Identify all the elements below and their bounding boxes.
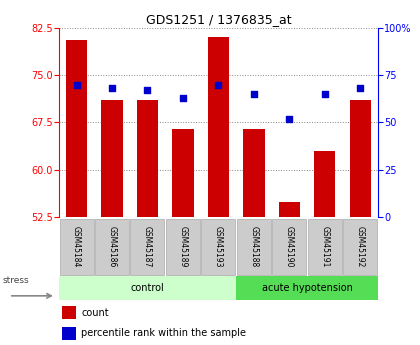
Point	[180, 95, 186, 100]
FancyBboxPatch shape	[237, 218, 271, 275]
FancyBboxPatch shape	[131, 218, 165, 275]
Point	[321, 91, 328, 97]
FancyBboxPatch shape	[59, 276, 236, 300]
FancyBboxPatch shape	[201, 218, 236, 275]
Text: GSM45188: GSM45188	[249, 226, 258, 267]
Point	[286, 116, 293, 121]
Point	[73, 82, 80, 87]
Bar	[279, 201, 300, 217]
Bar	[101, 100, 123, 217]
FancyBboxPatch shape	[60, 218, 94, 275]
Bar	[62, 327, 76, 339]
FancyBboxPatch shape	[236, 276, 378, 300]
Text: control: control	[131, 283, 164, 293]
Text: GSM45193: GSM45193	[214, 226, 223, 267]
Bar	[137, 100, 158, 217]
Bar	[66, 40, 87, 217]
Bar	[243, 129, 265, 217]
Text: GSM45187: GSM45187	[143, 226, 152, 267]
Text: GSM45184: GSM45184	[72, 226, 81, 267]
FancyBboxPatch shape	[166, 218, 200, 275]
Point	[250, 91, 257, 97]
FancyBboxPatch shape	[95, 218, 129, 275]
Title: GDS1251 / 1376835_at: GDS1251 / 1376835_at	[146, 13, 291, 27]
Text: acute hypotension: acute hypotension	[262, 283, 352, 293]
Text: count: count	[81, 308, 109, 318]
Text: GSM45191: GSM45191	[320, 226, 329, 267]
Point	[357, 86, 364, 91]
FancyBboxPatch shape	[272, 218, 306, 275]
Bar	[314, 151, 336, 217]
Bar	[172, 129, 194, 217]
FancyBboxPatch shape	[343, 218, 377, 275]
Point	[215, 82, 222, 87]
Text: percentile rank within the sample: percentile rank within the sample	[81, 328, 246, 338]
Bar	[349, 100, 371, 217]
Point	[144, 88, 151, 93]
Text: GSM45189: GSM45189	[178, 226, 187, 267]
Text: GSM45192: GSM45192	[356, 226, 365, 267]
Bar	[62, 306, 76, 319]
FancyBboxPatch shape	[308, 218, 342, 275]
Text: stress: stress	[3, 276, 29, 285]
Text: GSM45190: GSM45190	[285, 226, 294, 267]
Bar	[208, 37, 229, 217]
Text: GSM45186: GSM45186	[108, 226, 116, 267]
Point	[109, 86, 116, 91]
